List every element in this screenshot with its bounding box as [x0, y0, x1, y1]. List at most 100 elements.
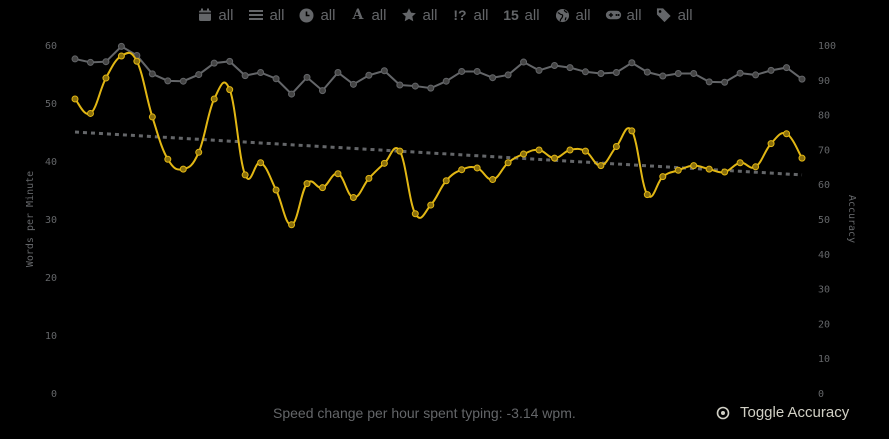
wpm-point — [195, 148, 203, 156]
accuracy-point — [303, 73, 311, 81]
clock-icon — [298, 7, 315, 24]
right-tick-label: 70 — [818, 145, 830, 156]
accuracy-point — [365, 71, 373, 79]
wpm-point — [674, 166, 682, 174]
filter-list[interactable]: all — [247, 4, 284, 26]
font-icon: A — [352, 7, 364, 23]
accuracy-point — [442, 77, 450, 85]
y2-axis-label: Accuracy — [846, 195, 857, 243]
filter-punctuation[interactable]: !? all — [452, 4, 488, 26]
filter-label: all — [524, 6, 540, 24]
wpm-point — [489, 176, 497, 184]
accuracy-point — [427, 84, 435, 92]
right-tick-label: 30 — [818, 285, 830, 296]
left-tick-label: 20 — [45, 273, 57, 284]
accuracy-point — [798, 75, 806, 83]
accuracy-point — [71, 55, 79, 63]
filter-star[interactable]: all — [400, 4, 438, 26]
accuracy-point — [288, 90, 296, 98]
accuracy-point — [179, 77, 187, 85]
right-tick-label: 80 — [818, 111, 830, 122]
wpm-point — [427, 201, 435, 209]
wpm-point — [349, 194, 357, 202]
filter-clock[interactable]: all — [298, 4, 335, 26]
left-tick-label: 40 — [45, 157, 57, 168]
list-icon — [247, 7, 264, 24]
left-tick-label: 60 — [45, 41, 57, 52]
speed-change-text: Speed change per hour spent typing: -3.1… — [273, 405, 576, 421]
filter-globe[interactable]: all — [554, 4, 591, 26]
wpm-point — [442, 177, 450, 185]
toggle-accuracy-button[interactable]: Toggle Accuracy — [716, 404, 849, 421]
right-tick-label: 20 — [818, 319, 830, 330]
wpm-point — [643, 191, 651, 199]
wpm-point — [164, 155, 172, 163]
gamepad-icon — [605, 7, 622, 24]
wpm-point — [566, 146, 574, 154]
accuracy-series-layer — [71, 42, 806, 98]
wpm-point — [612, 143, 620, 150]
wpm-point — [396, 147, 404, 155]
left-tick-label: 30 — [45, 215, 57, 226]
wpm-point — [148, 113, 156, 121]
wpm-point — [226, 86, 234, 94]
wpm-point — [581, 147, 589, 155]
tags-icon — [656, 7, 673, 24]
left-tick-label: 0 — [51, 389, 57, 400]
accuracy-point — [643, 68, 651, 76]
star-icon — [400, 7, 417, 24]
wpm-point — [179, 165, 187, 173]
wpm-point — [86, 109, 94, 117]
wpm-point — [659, 173, 667, 181]
wpm-point — [334, 170, 342, 178]
accuracy-point — [458, 67, 466, 75]
right-tick-label: 60 — [818, 180, 830, 191]
wpm-point — [798, 154, 806, 162]
filter-numbers[interactable]: 15 all — [503, 4, 540, 26]
accuracy-point — [226, 57, 234, 65]
trend-line — [74, 130, 803, 177]
accuracy-point — [721, 78, 729, 86]
wpm-point — [767, 140, 775, 148]
accuracy-point — [272, 75, 280, 83]
y-axis-label: Words per Minute — [25, 171, 36, 267]
accuracy-point — [318, 87, 326, 95]
wpm-point — [736, 159, 744, 167]
toggle-accuracy-label: Toggle Accuracy — [740, 404, 850, 421]
filter-gamepad[interactable]: all — [605, 4, 642, 26]
accuracy-point — [473, 67, 481, 75]
wpm-point — [272, 186, 280, 194]
filter-calendar[interactable]: all — [196, 4, 233, 26]
accuracy-point — [102, 58, 110, 66]
wpm-point — [520, 150, 528, 158]
calendar-icon — [196, 7, 213, 24]
wpm-accuracy-chart: 0 10 20 30 40 50 60 0 10 20 30 40 50 60 70 80 90 100 Wor… — [25, 41, 857, 400]
accuracy-point — [581, 68, 589, 76]
wpm-point — [102, 74, 110, 82]
accuracy-point — [148, 70, 156, 78]
filter-label: all — [626, 6, 642, 24]
right-y-axis: 0 10 20 30 40 50 60 70 80 90 100 — [818, 41, 836, 400]
wpm-point — [783, 130, 791, 138]
accuracy-point — [551, 62, 559, 70]
accuracy-point — [566, 64, 574, 72]
wpm-point — [752, 163, 760, 171]
accuracy-point — [597, 70, 605, 78]
filter-label: all — [371, 6, 387, 24]
wpm-point — [257, 159, 265, 167]
wpm-point — [690, 162, 698, 170]
wpm-point — [288, 221, 296, 229]
accuracy-point — [489, 74, 497, 82]
accuracy-point — [535, 66, 543, 74]
wpm-series-layer — [71, 51, 806, 229]
filter-label: all — [218, 6, 234, 24]
filter-label: all — [422, 6, 438, 24]
filter-tags[interactable]: all — [656, 4, 693, 26]
filter-label: all — [320, 6, 336, 24]
wpm-point — [318, 184, 326, 192]
accuracy-point — [349, 80, 357, 88]
accuracy-point — [736, 69, 744, 77]
wpm-point — [117, 52, 125, 60]
accuracy-point — [117, 42, 125, 50]
